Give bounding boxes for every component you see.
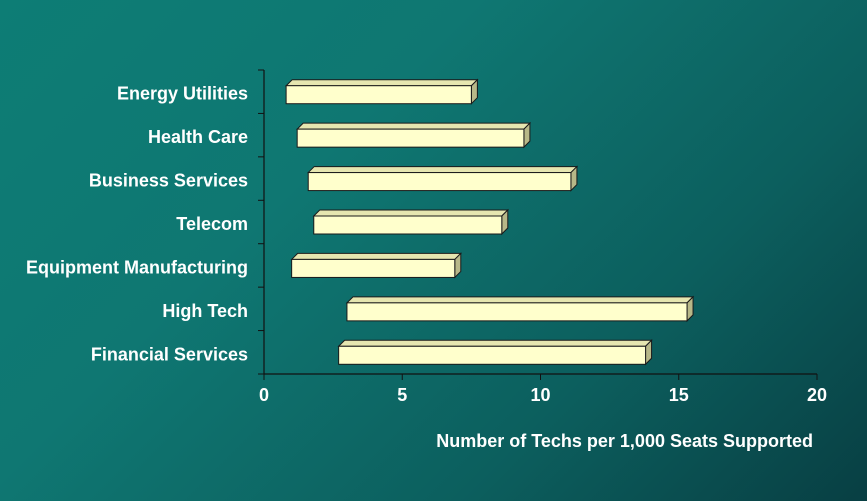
bar-top-face — [295, 122, 532, 130]
category-labels: Energy Utilities Health Care Business Serv… — [26, 84, 248, 365]
range-bar — [295, 121, 532, 149]
range-bar — [312, 208, 509, 236]
x-tick-label: 15 — [669, 385, 689, 405]
bar-front-face — [338, 345, 647, 365]
range-bar — [337, 339, 653, 366]
bar-front-face — [296, 128, 525, 148]
x-tick-label: 5 — [397, 385, 407, 405]
x-tick-label: 20 — [807, 385, 827, 405]
bar-front-face — [313, 215, 503, 235]
category-label: Equipment Manufacturing — [26, 257, 248, 277]
bar-front-face — [291, 258, 456, 278]
range-bar — [284, 78, 479, 105]
bar-top-face — [345, 296, 695, 304]
category-label: High Tech — [162, 301, 248, 321]
bar-front-face — [285, 85, 472, 105]
bar-front-face — [346, 302, 688, 322]
x-axis-title: Number of Techs per 1,000 Seats Supporte… — [436, 431, 813, 451]
bar-top-face — [284, 79, 479, 87]
category-label: Health Care — [148, 127, 248, 147]
axes — [258, 69, 818, 380]
x-tick-label: 0 — [259, 385, 269, 405]
range-bar — [290, 252, 462, 279]
bar-top-face — [307, 166, 579, 174]
category-label: Financial Services — [91, 344, 248, 364]
category-label: Telecom — [176, 214, 248, 234]
x-tick-labels: 0 5 10 15 20 — [259, 385, 827, 405]
bar-top-face — [337, 339, 653, 347]
x-tick-label: 10 — [530, 385, 550, 405]
range-bar — [345, 295, 695, 323]
category-label: Business Services — [89, 171, 248, 191]
category-label: Energy Utilities — [117, 84, 248, 104]
bar-front-face — [307, 172, 572, 192]
bar-top-face — [290, 252, 462, 260]
bars — [284, 78, 695, 366]
bar-top-face — [312, 209, 509, 217]
range-bar — [307, 165, 579, 192]
